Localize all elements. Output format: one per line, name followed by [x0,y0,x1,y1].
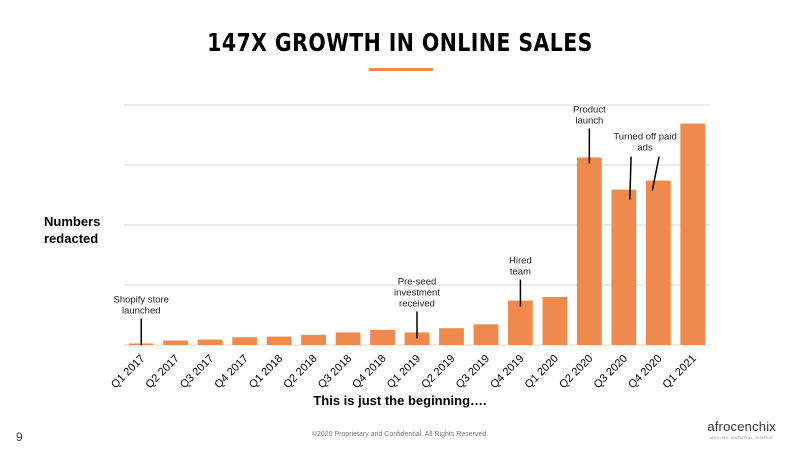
annotation-label-0-line0: Shopify store [114,295,169,306]
x-tick-label-q4-2019: Q4 2019 [488,353,526,391]
bar-q4-2017 [232,337,258,345]
bar-q2-2018 [301,334,326,345]
title-underline [369,68,433,71]
bar-q2-2019 [439,328,464,345]
annotation-label-3-line1: launch [575,116,603,127]
annotation-label-0-line1: launched [122,306,161,317]
x-tick-label-q2-2018: Q2 2018 [281,353,319,391]
bar-q3-2020 [611,189,637,345]
x-tick-label-q3-2017: Q3 2017 [178,353,216,391]
chart-caption: This is just the beginning…. [313,393,487,408]
bar-q1-2018 [266,336,292,345]
annotation-pointer-4-0 [629,156,632,200]
slide-title: 147X GROWTH IN ONLINE SALES [207,28,593,57]
x-tick-label-q4-2017: Q4 2017 [212,353,250,391]
x-tick-label-q1-2019: Q1 2019 [385,353,423,391]
annotation-label-3-line0: Product [573,105,606,116]
annotation-label-1-line1: investment [394,287,440,298]
y-axis-label: Numbers redacted [44,213,124,247]
slide-number: 9 [16,430,23,444]
bar-q4-2018 [370,330,395,345]
bar-q3-2017 [197,339,223,345]
x-tick-label-q1-2021: Q1 2021 [661,353,699,391]
annotation-pointer-4-1 [651,156,660,191]
x-tick-label-q1-2018: Q1 2018 [247,353,285,391]
annotation-label-1-line0: Pre-seed [398,276,437,287]
x-tick-label-q4-2020: Q4 2020 [626,353,664,391]
x-tick-label-q1-2020: Q1 2020 [523,353,561,391]
bar-q2-2020 [576,157,602,345]
y-axis-label-line2: redacted [44,231,99,246]
y-axis-label-line1: Numbers [44,214,101,229]
x-tick-label-q3-2020: Q3 2020 [592,353,630,391]
annotation-label-2-line0: Hired [509,256,532,267]
bar-q1-2021 [680,123,706,345]
bar-q4-2020 [645,180,671,345]
annotation-label-4-line1: ads [637,143,653,154]
annotation-label-4-line0: Turned off paid [613,132,676,143]
x-tick-label-q3-2018: Q3 2018 [316,353,354,391]
x-tick-label-q2-2017: Q2 2017 [143,353,181,391]
logo-tagline: MAKING NATURAL SIMPLE [709,435,774,440]
x-tick-label-q2-2020: Q2 2020 [557,353,595,391]
bar-q2-2017 [163,340,189,345]
x-tick-label-q1-2017: Q1 2017 [109,353,147,391]
copyright-footer: ©2020 Proprietary and Confidential. All … [311,431,489,438]
x-tick-label-q3-2019: Q3 2019 [454,353,492,391]
company-logo: afrocenchix MAKING NATURAL SIMPLE [707,419,776,440]
x-tick-label-q2-2019: Q2 2019 [419,353,457,391]
logo-wordmark: afrocenchix [707,419,776,434]
bar-q1-2020 [542,297,568,345]
bar-q4-2019 [508,300,533,345]
x-tick-label-q4-2018: Q4 2018 [350,353,388,391]
bar-q1-2019 [404,332,430,345]
bar-q3-2019 [473,324,499,345]
bar-q3-2018 [335,332,361,345]
annotation-label-2-line1: team [510,267,531,278]
annotation-label-1-line2: received [399,298,435,309]
